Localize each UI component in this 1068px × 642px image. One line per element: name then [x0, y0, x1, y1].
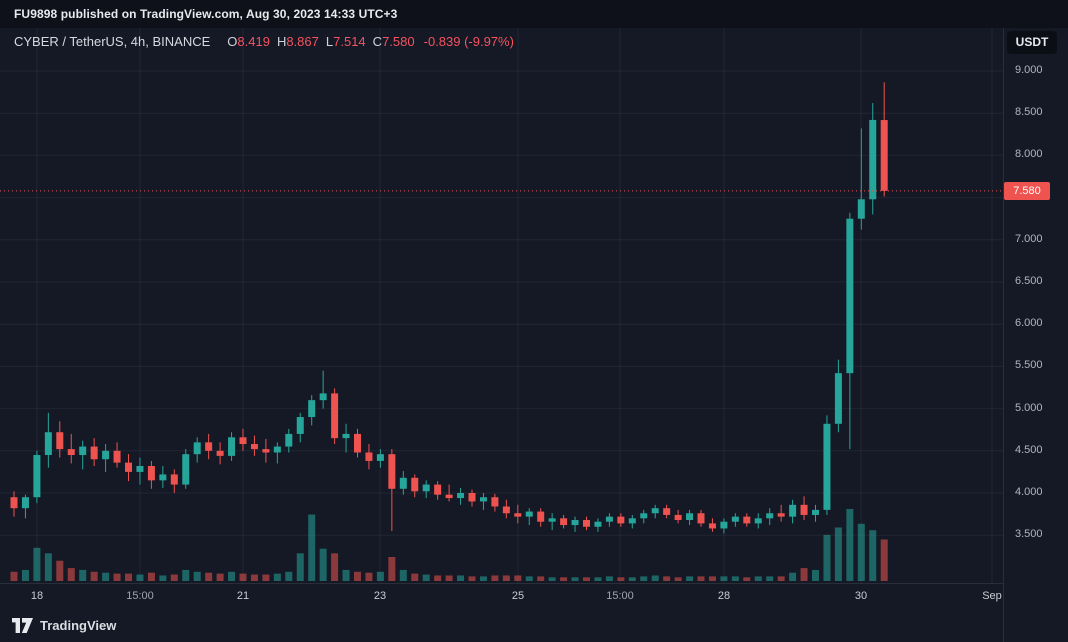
ohlc-low-value: 7.514: [333, 34, 366, 49]
price-tick-label: 4.000: [1015, 486, 1043, 498]
price-tick-label: 7.000: [1015, 232, 1043, 245]
price-tick-label: 5.500: [1015, 359, 1043, 372]
time-tick-label: 30: [854, 590, 868, 602]
price-tick-label: 8.000: [1015, 148, 1043, 161]
time-tick-label: 15:00: [126, 590, 154, 602]
currency-toggle-button[interactable]: USDT: [1007, 31, 1057, 54]
price-axis[interactable]: 9.0008.5008.0007.5007.0006.5006.0005.500…: [1003, 28, 1068, 642]
price-tick-label: 3.500: [1015, 528, 1043, 541]
time-tick-label: 18: [30, 590, 44, 602]
candlestick-chart[interactable]: [0, 28, 1003, 583]
price-tick-label: 8.500: [1015, 106, 1043, 119]
price-tick-label: 4.500: [1015, 443, 1043, 456]
tradingview-logo-text: TradingView: [40, 617, 117, 633]
ohlc-close-label: C: [372, 34, 383, 49]
price-tick-label: 6.000: [1015, 317, 1043, 330]
time-tick-label: 15:00: [606, 590, 634, 602]
attribution-text: FU9898 published on TradingView.com, Aug…: [14, 7, 398, 21]
time-tick-label: 23: [373, 590, 387, 602]
last-price-label: 7.580: [1004, 181, 1050, 200]
ohlc-low-label: L: [325, 34, 334, 49]
time-axis[interactable]: 18 15:00 21 23 25 15:00 28 30 Sep: [0, 583, 1003, 612]
price-tick-label: 5.000: [1015, 401, 1043, 414]
time-tick-label: Sep: [982, 590, 1002, 602]
price-tick-label: 6.500: [1015, 275, 1043, 287]
ohlc-open-value: 8.419: [237, 34, 270, 49]
time-tick-label: 21: [236, 590, 250, 602]
symbol-title[interactable]: CYBER / TetherUS, 4h, BINANCE: [14, 34, 211, 49]
time-tick-label: 28: [717, 590, 731, 602]
attribution-bar: FU9898 published on TradingView.com, Aug…: [0, 0, 1068, 28]
ohlc-high-value: 8.867: [286, 34, 319, 49]
ohlc-high-label: H: [276, 34, 287, 49]
tradingview-logo[interactable]: TradingView: [12, 614, 116, 636]
chart-legend: CYBER / TetherUS, 4h, BINANCE O8.419 H8.86…: [14, 34, 514, 49]
price-tick-label: 9.000: [1015, 64, 1043, 76]
ohlc-open-label: O: [227, 34, 238, 49]
ohlc-change-value: -0.839 (-9.97%): [423, 34, 514, 49]
time-tick-label: 25: [511, 590, 525, 602]
ohlc-close-value: 7.580: [382, 34, 415, 49]
tradingview-logo-icon: [12, 617, 33, 633]
